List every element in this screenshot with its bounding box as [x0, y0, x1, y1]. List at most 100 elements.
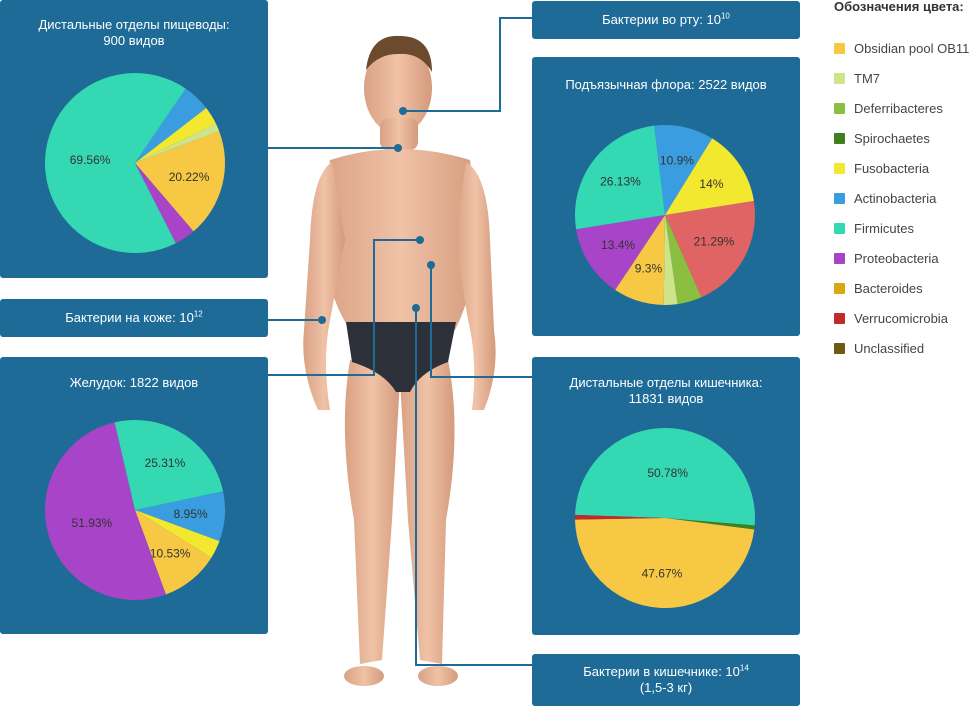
legend-swatch	[834, 132, 845, 144]
chart-title: Подъязычная флора: 2522 видов	[532, 77, 800, 93]
skin-bacteria-exponent: 12	[193, 309, 203, 319]
legend-label: Unclassified	[854, 340, 925, 356]
legend-item: Spirochaetes	[834, 130, 930, 146]
chart-title-line2: 11831 видов	[628, 391, 704, 406]
pie-slice	[665, 200, 755, 298]
gut-bacteria-box: Бактерии в кишечнике: 1014 (1,5-3 кг)	[532, 654, 800, 706]
pie-slice	[575, 427, 755, 526]
legend-swatch	[834, 72, 845, 84]
pie-slice	[654, 125, 713, 215]
connector-dots	[318, 107, 435, 324]
pie-slice	[663, 215, 678, 305]
legend-label: Spirochaetes	[854, 130, 930, 146]
legend-swatch	[834, 42, 845, 54]
pie-data-label: 10.53%	[150, 546, 191, 560]
pie-chart-intestine: 50.78% 47.67%	[575, 427, 755, 609]
chart-title-line1: Подъязычная флора: 2522 видов	[565, 77, 767, 92]
chart-title: Желудок: 1822 видов	[0, 375, 268, 391]
legend-label: Fusobacteria	[854, 160, 930, 176]
legend-swatch	[834, 192, 845, 204]
legend-item: Bacteroides	[834, 280, 923, 296]
legend-label: Firmicutes	[854, 220, 914, 236]
legend-item: TM7	[834, 70, 880, 86]
pie-slice	[665, 215, 702, 305]
chart-title-line1: Желудок: 1822 видов	[69, 375, 199, 390]
pie-slice	[135, 88, 207, 163]
pie-slice	[135, 510, 220, 558]
pie-slice	[576, 215, 665, 290]
legend-item: Fusobacteria	[834, 160, 929, 176]
pie-slice	[575, 518, 755, 609]
legend-item: Proteobacteria	[834, 250, 939, 266]
color-legend: Обозначения цвета: Obsidian pool OB11 TM7…	[834, 0, 978, 356]
legend-swatch	[834, 222, 845, 234]
pie-data-label: 13.4%	[601, 238, 635, 252]
pie-slice	[135, 163, 194, 244]
legend-item: Firmicutes	[834, 220, 914, 236]
pie-slice	[135, 510, 212, 595]
pie-slice	[575, 514, 665, 520]
pie-chart-stomach: 8.95% 10.53% 51.93% 25.31%	[45, 420, 225, 600]
pie-data-label: 10.9%	[660, 153, 694, 167]
legend-label: Verrucomicrobia	[854, 310, 948, 326]
pie-slice	[44, 73, 186, 254]
chart-title-line1: Дистальные отделы кишечника:	[569, 375, 763, 390]
chart-title: Дистальные отделы пищеводы: 900 видов	[0, 17, 268, 49]
intestine-chart-panel: Дистальные отделы кишечника: 11831 видов…	[532, 357, 800, 635]
pie-slice	[665, 518, 755, 530]
legend-label: Actinobacteria	[854, 190, 937, 206]
skin-bacteria-text: Бактерии на коже: 10	[65, 310, 194, 325]
pie-data-label: 50.78%	[647, 466, 688, 480]
legend-label: Proteobacteria	[854, 250, 939, 266]
pie-data-label: 47.67%	[642, 567, 683, 581]
pie-slice	[575, 125, 665, 230]
gut-bacteria-exponent: 14	[739, 663, 749, 673]
skin-bacteria-box: Бактерии на коже: 1012	[0, 299, 268, 337]
mouth-bacteria-exponent: 10	[720, 11, 730, 21]
pie-data-label: 25.31%	[145, 456, 186, 470]
pie-data-label: 26.13%	[600, 174, 641, 188]
hair	[366, 35, 432, 72]
legend-swatch	[834, 312, 845, 324]
pie-data-label: 51.93%	[72, 516, 113, 530]
stomach-chart-panel: Желудок: 1822 видов 8.95% 10.53% 51.93% 25.…	[0, 357, 268, 634]
esophagus-chart-panel: Дистальные отделы пищеводы: 900 видов 69…	[0, 0, 268, 278]
legend-title: Обозначения цвета:	[834, 0, 964, 14]
legend-item: Actinobacteria	[834, 190, 936, 206]
pie-slice	[135, 123, 220, 163]
pie-data-label: 69.56%	[70, 153, 111, 167]
pie-slice	[45, 422, 166, 600]
legend-item: Verrucomicrobia	[834, 310, 948, 326]
connector-lines	[268, 17, 532, 666]
pie-slice	[114, 420, 224, 510]
pie-slice	[665, 138, 754, 215]
mouth-bacteria-box: Бактерии во рту: 1010	[532, 1, 800, 39]
pie-data-label: 9.3%	[635, 261, 663, 275]
gut-bacteria-weight: (1,5-3 кг)	[639, 680, 693, 695]
chart-title-line1: Дистальные отделы пищеводы:	[38, 17, 230, 32]
body-shape	[303, 42, 496, 686]
legend-swatch	[834, 252, 845, 264]
pie-slice	[135, 491, 225, 542]
legend-swatch	[834, 282, 845, 294]
legend-item: Deferribacteres	[834, 100, 943, 116]
gut-bacteria-text: Бактерии в кишечнике: 10	[583, 664, 740, 679]
legend-label: Bacteroides	[854, 280, 923, 296]
sublingual-chart-panel: Подъязычная флора: 2522 видов 21.29% 9.3%…	[532, 57, 800, 336]
chart-title: Дистальные отделы кишечника: 11831 видов	[532, 375, 800, 407]
legend-label: Deferribacteres	[854, 100, 943, 116]
legend-item: Obsidian pool OB11	[834, 40, 969, 56]
mouth-bacteria-text: Бактерии во рту: 10	[602, 12, 721, 27]
pie-data-label: 21.29%	[694, 235, 735, 249]
legend-label: TM7	[854, 70, 880, 86]
pie-data-label: 20.22%	[169, 170, 210, 184]
legend-item: Unclassified	[834, 340, 924, 356]
pie-slice	[615, 215, 665, 305]
legend-label: Obsidian pool OB11	[854, 40, 970, 56]
pie-data-label: 8.95%	[174, 507, 208, 521]
pie-chart-esophagus: 69.56% 20.22%	[44, 73, 225, 254]
pie-slice	[135, 131, 225, 232]
chart-title-line2: 900 видов	[103, 33, 165, 48]
legend-swatch	[834, 342, 845, 354]
